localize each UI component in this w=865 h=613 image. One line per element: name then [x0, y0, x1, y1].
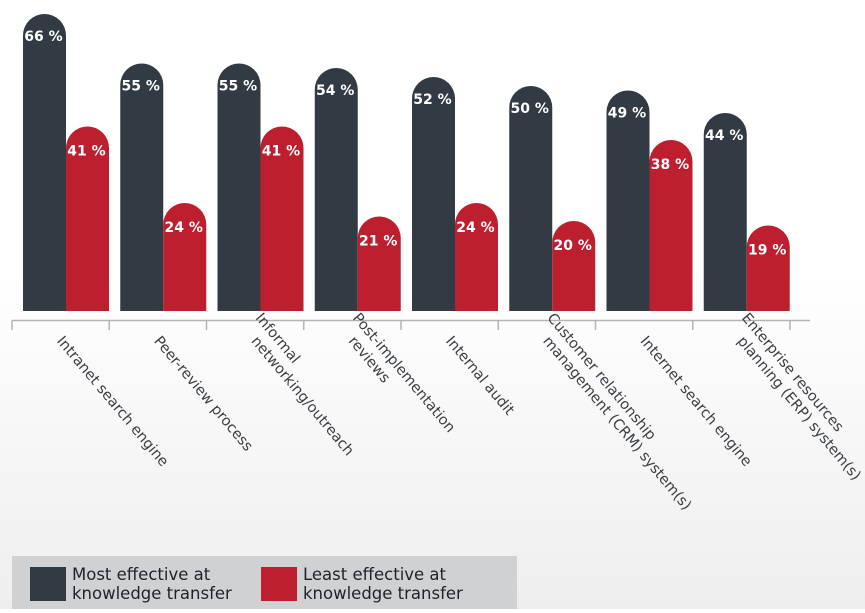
- data-label-most-informal-networking-outreach: 55 %: [219, 79, 257, 95]
- data-label-least-internal-audit: 24 %: [456, 220, 494, 236]
- bar-most-post-implementation-reviews: [314, 68, 358, 311]
- legend-swatch-least-effective: [261, 567, 297, 601]
- data-label-most-internal-audit: 52 %: [413, 92, 451, 108]
- bar-most-enterprise-resources-planning-erp-system-s: [703, 113, 747, 311]
- bar-least-customer-relationship-management-crm-system-s: [552, 221, 596, 311]
- data-label-most-peer-review-process: 55 %: [122, 79, 160, 95]
- bar-most-informal-networking-outreach: [217, 63, 261, 311]
- data-label-least-internet-search-engine: 38 %: [651, 157, 689, 173]
- bar-most-internet-search-engine: [606, 90, 650, 311]
- legend-label-least-effective: Least effective at knowledge transfer: [303, 565, 463, 603]
- tick-label-customer-relationship-management-crm-system-s: Customer relationshipmanagement (CRM) sy…: [530, 310, 708, 513]
- bar-least-post-implementation-reviews: [357, 216, 401, 311]
- data-label-least-customer-relationship-management-crm-system-s: 20 %: [554, 238, 592, 254]
- data-label-least-enterprise-resources-planning-erp-system-s: 19 %: [748, 243, 786, 259]
- legend-label-most-effective: Most effective at knowledge transfer: [72, 565, 232, 603]
- bar-least-internet-search-engine: [649, 140, 693, 311]
- bar-most-intranet-search-engine: [23, 13, 66, 311]
- bar-most-internal-audit: [412, 76, 455, 311]
- data-label-most-customer-relationship-management-crm-system-s: 50 %: [511, 101, 549, 117]
- bar-least-peer-review-process: [163, 203, 207, 311]
- bar-least-intranet-search-engine: [66, 126, 109, 311]
- data-label-most-enterprise-resources-planning-erp-system-s: 44 %: [705, 128, 743, 144]
- tick-label-intranet-search-engine: Intranet search engine: [53, 334, 171, 470]
- tick-label-post-implementation-reviews: Post-implementationreviews: [335, 310, 458, 447]
- tick-label-peer-review-process: Peer-review process: [150, 334, 255, 455]
- legend-swatch-most-effective: [30, 567, 66, 601]
- tick-label-informal-networking-outreach: Informalnetworking/outreach: [238, 310, 370, 459]
- data-label-least-post-implementation-reviews: 21 %: [359, 234, 397, 250]
- data-label-least-intranet-search-engine: 41 %: [67, 144, 105, 160]
- bar-most-customer-relationship-management-crm-system-s: [509, 86, 553, 311]
- data-label-most-intranet-search-engine: 66 %: [24, 29, 62, 45]
- bar-least-enterprise-resources-planning-erp-system-s: [746, 225, 790, 311]
- tick-label-internet-search-engine: Internet search engine: [637, 334, 755, 470]
- tick-label-internal-audit: Internal audit: [442, 334, 517, 419]
- legend: Most effective at knowledge transfer Lea…: [12, 556, 517, 609]
- data-label-least-informal-networking-outreach: 41 %: [262, 144, 300, 160]
- data-label-most-internet-search-engine: 49 %: [608, 106, 646, 122]
- bar-most-peer-review-process: [120, 63, 164, 311]
- data-label-most-post-implementation-reviews: 54 %: [316, 83, 354, 99]
- bar-least-internal-audit: [455, 203, 498, 311]
- bar-least-informal-networking-outreach: [260, 126, 304, 311]
- data-label-least-peer-review-process: 24 %: [165, 220, 203, 236]
